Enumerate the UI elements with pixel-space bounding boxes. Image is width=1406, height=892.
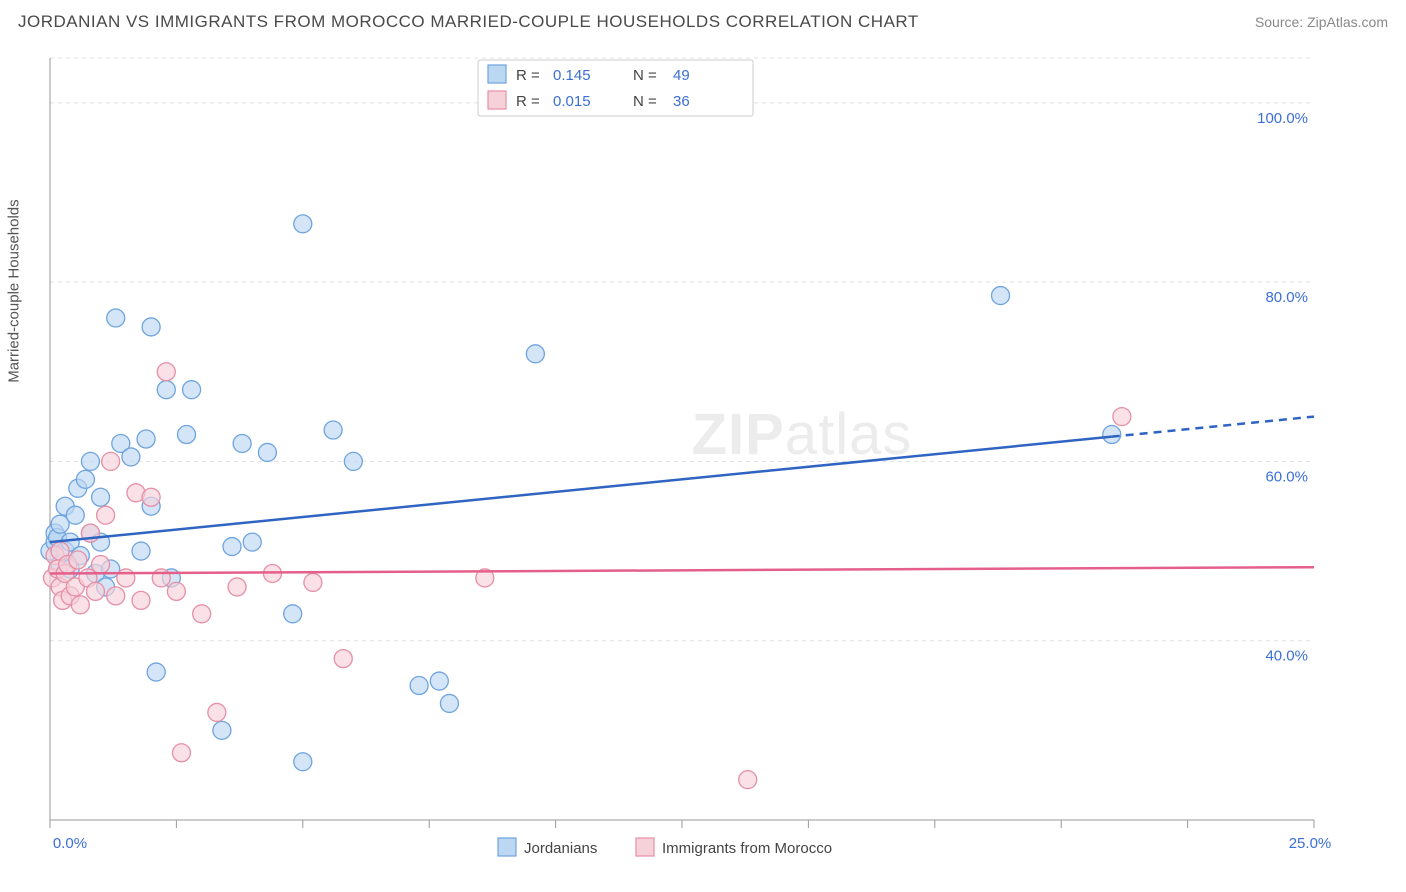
legend-n-label: N = bbox=[633, 93, 657, 110]
data-point bbox=[992, 287, 1010, 305]
watermark: ZIPatlas bbox=[692, 402, 913, 467]
data-point bbox=[1103, 426, 1121, 444]
legend-r-value: 0.015 bbox=[553, 93, 591, 110]
data-point bbox=[92, 488, 110, 506]
y-tick-label: 100.0% bbox=[1257, 110, 1308, 127]
data-point bbox=[66, 506, 84, 524]
data-point bbox=[69, 551, 87, 569]
data-point bbox=[440, 694, 458, 712]
legend-r-label: R = bbox=[516, 67, 540, 84]
data-point bbox=[107, 587, 125, 605]
data-point bbox=[102, 452, 120, 470]
legend-n-value: 49 bbox=[673, 67, 690, 84]
data-point bbox=[157, 363, 175, 381]
y-axis-label: Married-couple Households bbox=[6, 199, 23, 382]
data-point bbox=[243, 533, 261, 551]
series-name: Immigrants from Morocco bbox=[662, 840, 832, 857]
data-point bbox=[294, 215, 312, 233]
data-point bbox=[167, 582, 185, 600]
data-point bbox=[233, 434, 251, 452]
trend-line bbox=[50, 437, 1112, 542]
data-point bbox=[137, 430, 155, 448]
source-label: Source: ZipAtlas.com bbox=[1255, 14, 1388, 30]
y-tick-label: 60.0% bbox=[1265, 468, 1308, 485]
legend-swatch bbox=[488, 65, 506, 83]
data-point bbox=[258, 443, 276, 461]
data-point bbox=[526, 345, 544, 363]
data-point bbox=[228, 578, 246, 596]
data-point bbox=[324, 421, 342, 439]
data-point bbox=[107, 309, 125, 327]
data-point bbox=[71, 596, 89, 614]
data-point bbox=[142, 488, 160, 506]
x-tick-label: 0.0% bbox=[53, 835, 87, 852]
data-point bbox=[122, 448, 140, 466]
legend-swatch bbox=[488, 91, 506, 109]
data-point bbox=[294, 753, 312, 771]
data-point bbox=[87, 582, 105, 600]
data-point bbox=[410, 677, 428, 695]
x-tick-label: 25.0% bbox=[1289, 835, 1332, 852]
data-point bbox=[334, 650, 352, 668]
legend-n-label: N = bbox=[633, 67, 657, 84]
data-point bbox=[213, 721, 231, 739]
data-point bbox=[284, 605, 302, 623]
data-point bbox=[76, 470, 94, 488]
data-point bbox=[183, 381, 201, 399]
data-point bbox=[97, 506, 115, 524]
legend-swatch bbox=[636, 838, 654, 856]
legend-r-label: R = bbox=[516, 93, 540, 110]
data-point bbox=[81, 452, 99, 470]
data-point bbox=[304, 573, 322, 591]
data-point bbox=[430, 672, 448, 690]
chart-title: JORDANIAN VS IMMIGRANTS FROM MOROCCO MAR… bbox=[18, 12, 919, 32]
data-point bbox=[344, 452, 362, 470]
data-point bbox=[178, 426, 196, 444]
legend-n-value: 36 bbox=[673, 93, 690, 110]
y-tick-label: 40.0% bbox=[1265, 648, 1308, 665]
trend-line bbox=[50, 567, 1314, 573]
data-point bbox=[132, 542, 150, 560]
data-point bbox=[132, 591, 150, 609]
data-point bbox=[142, 318, 160, 336]
data-point bbox=[208, 703, 226, 721]
trend-line-dashed bbox=[1112, 417, 1314, 437]
data-point bbox=[157, 381, 175, 399]
data-point bbox=[1113, 408, 1131, 426]
data-point bbox=[92, 556, 110, 574]
scatter-chart: 40.0% 60.0% 80.0% 100.0% ZIPatlas 0.0% 25.0% R … bbox=[18, 50, 1348, 882]
data-point bbox=[223, 538, 241, 556]
legend-r-value: 0.145 bbox=[553, 67, 591, 84]
data-point bbox=[147, 663, 165, 681]
data-point bbox=[193, 605, 211, 623]
data-point bbox=[739, 771, 757, 789]
data-point bbox=[172, 744, 190, 762]
series-name: Jordanians bbox=[524, 840, 597, 857]
y-tick-label: 80.0% bbox=[1265, 289, 1308, 306]
data-point bbox=[117, 569, 135, 587]
legend-swatch bbox=[498, 838, 516, 856]
